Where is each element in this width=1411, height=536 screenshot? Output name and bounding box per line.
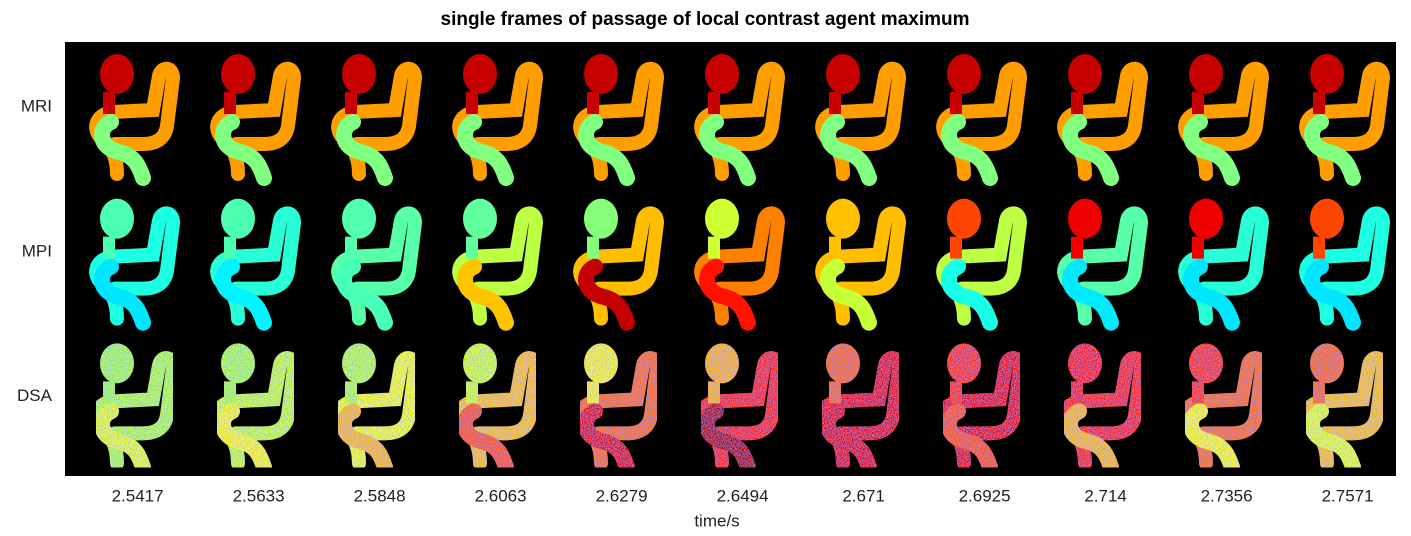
x-tick-label: 2.7571 bbox=[1322, 486, 1374, 505]
x-tick-label: 2.5848 bbox=[354, 486, 406, 505]
x-tick-label: 2.6925 bbox=[959, 486, 1011, 505]
x-tick-label: 2.6063 bbox=[475, 486, 527, 505]
chart-title: single frames of passage of local contra… bbox=[441, 9, 970, 30]
x-tick-label: 2.5417 bbox=[112, 486, 164, 505]
x-axis-label: time/s bbox=[694, 511, 739, 530]
x-tick-label: 2.5633 bbox=[233, 486, 285, 505]
row-label: MPI bbox=[22, 241, 52, 260]
row-label: MRI bbox=[21, 97, 52, 116]
x-tick-label: 2.7356 bbox=[1201, 486, 1253, 505]
figure: single frames of passage of local contra… bbox=[0, 0, 1411, 536]
image-cells bbox=[96, 54, 1383, 467]
x-tick-label: 2.714 bbox=[1084, 486, 1127, 505]
x-tick-label: 2.6494 bbox=[717, 486, 769, 505]
x-tick-label: 2.6279 bbox=[596, 486, 648, 505]
row-label: DSA bbox=[17, 386, 53, 405]
x-tick-label: 2.671 bbox=[842, 486, 885, 505]
